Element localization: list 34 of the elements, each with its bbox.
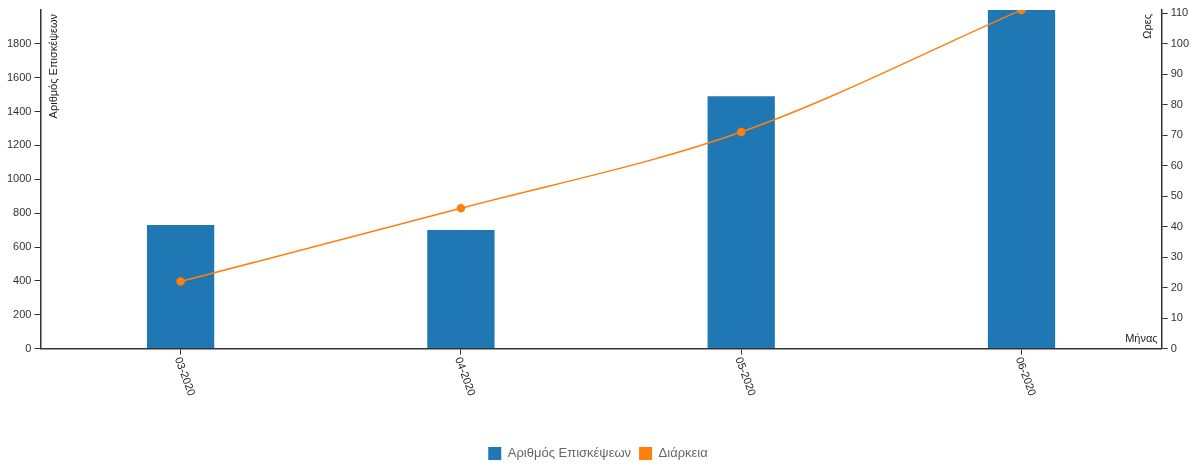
y2-tick-label: 30 <box>1170 250 1183 263</box>
y2-tick-label: 40 <box>1170 219 1183 232</box>
y2-tick-label: 90 <box>1170 67 1183 80</box>
y2-tick-label: 0 <box>1170 341 1177 354</box>
y2-axis-title: Ωρες <box>1141 14 1154 39</box>
y2-tick-label: 100 <box>1170 36 1190 49</box>
y-tick-label: 600 <box>13 240 32 253</box>
y-tick-label: 0 <box>25 341 32 354</box>
x-axis-title: Μήνας <box>1125 332 1158 345</box>
y-tick-label: 400 <box>13 273 32 286</box>
bar <box>146 225 215 349</box>
y2-tick-label: 80 <box>1170 97 1183 110</box>
y2-tick-label: 10 <box>1170 311 1183 324</box>
y-tick-label: 1800 <box>6 36 32 49</box>
point <box>176 277 185 286</box>
y2-tick-label: 50 <box>1170 189 1183 202</box>
bar <box>707 96 775 349</box>
y-tick-label: 1400 <box>6 104 32 117</box>
y-tick-label: 1000 <box>6 172 32 185</box>
bar <box>987 10 1056 349</box>
y2-tick-label: 70 <box>1170 128 1183 141</box>
legend-label: Διάρκεια <box>658 445 709 461</box>
y-tick-label: 1200 <box>6 138 32 151</box>
y2-tick-label: 110 <box>1170 6 1189 19</box>
y-axis-title: Αριθμός Επισκέψεων <box>47 13 59 119</box>
y-tick-label: 800 <box>13 206 32 219</box>
y-tick-label: 1600 <box>6 70 32 83</box>
legend-label: Αριθμός Επισκέψεων <box>507 445 632 461</box>
bar <box>427 230 495 349</box>
y2-tick-label: 60 <box>1170 158 1183 171</box>
point <box>736 127 746 137</box>
point <box>456 204 466 213</box>
y2-tick-label: 20 <box>1170 280 1183 293</box>
y-tick-label: 200 <box>13 307 32 320</box>
